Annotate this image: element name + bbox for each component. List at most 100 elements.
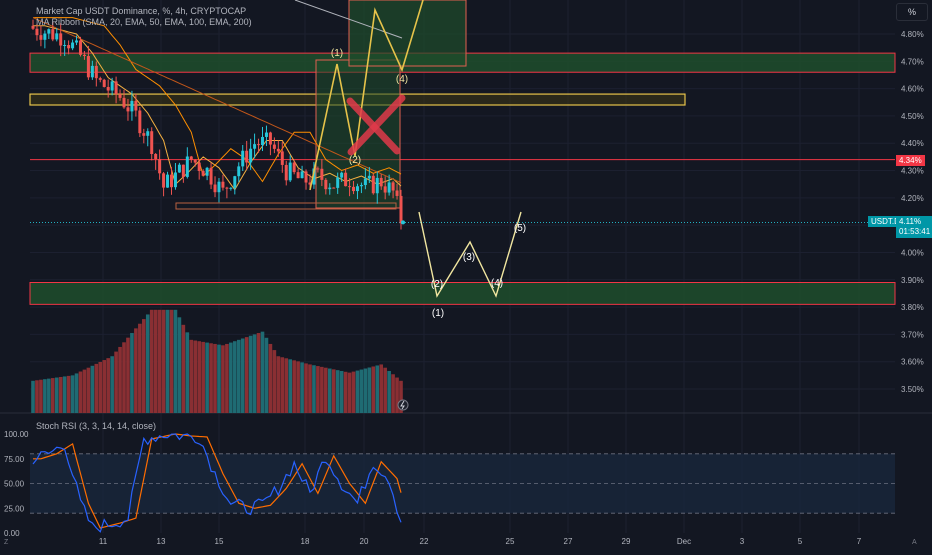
volume-bar-81	[351, 371, 356, 413]
candle-body-52	[237, 166, 241, 177]
volume-bar-42	[197, 341, 201, 413]
candle-body-11	[75, 40, 79, 43]
volume-bar-70	[308, 364, 312, 413]
candle-body-80	[348, 186, 352, 188]
volume-bar-50	[229, 342, 233, 413]
volume-bar-69	[304, 363, 308, 413]
candle-body-74	[324, 179, 328, 190]
stoch-rsi-label[interactable]: Stoch RSI (3, 3, 14, 14, close)	[36, 421, 157, 431]
candle-body-19	[106, 86, 110, 91]
volume-bar-49	[225, 343, 229, 413]
volume-bar-78	[339, 370, 344, 413]
time-tick-label: 25	[506, 537, 515, 546]
volume-bar-79	[343, 371, 348, 413]
volume-bar-56	[252, 334, 257, 413]
time-tick-label: 20	[360, 537, 369, 546]
candle-body-32	[158, 159, 162, 174]
time-tick-label: 29	[622, 537, 631, 546]
volume-bar-34	[165, 309, 170, 413]
volume-bar-6	[54, 377, 59, 413]
candle-body-22	[118, 94, 122, 98]
volume-bar-57	[256, 333, 261, 413]
price-tick-label: 4.60%	[901, 85, 924, 94]
volume-bar-33	[161, 309, 166, 413]
candle-body-57	[257, 144, 261, 146]
volume-bar-87	[375, 365, 380, 413]
price-tick-label: 3.70%	[901, 330, 924, 339]
candle-body-82	[355, 186, 359, 192]
stoch-tick-label: 25.00	[4, 504, 25, 513]
price-tick-label: 3.80%	[901, 303, 924, 312]
candle-body-37	[177, 164, 181, 173]
stoch-tick-label: 0.00	[4, 529, 20, 538]
candle-body-69	[304, 171, 308, 183]
volume-bar-26	[134, 328, 138, 413]
stoch-tick-label: 100.00	[4, 430, 29, 439]
consolidation-box	[175, 202, 397, 210]
candle-body-17	[98, 78, 102, 80]
candle-body-66	[292, 162, 296, 173]
volume-bar-11	[74, 373, 79, 413]
volume-bar-46	[213, 343, 217, 413]
volume-bar-29	[145, 314, 150, 413]
price-tick-label: 4.50%	[901, 112, 924, 121]
price-tick-label: 4.80%	[901, 30, 924, 39]
volume-bar-59	[264, 337, 269, 413]
proj-label-5: (5)	[514, 223, 526, 234]
candle-body-92	[395, 190, 399, 196]
current-price-tag: 4.11% 01:53:41	[896, 216, 932, 238]
volume-bar-17	[98, 361, 103, 413]
volume-bar-32	[157, 309, 162, 413]
past-wave-path	[309, 0, 424, 191]
time-tick-label: 5	[798, 537, 803, 546]
volume-bar-27	[138, 323, 142, 413]
candle-body-71	[312, 168, 316, 185]
time-tick-label: 11	[99, 537, 108, 546]
price-tick-label: 3.90%	[901, 276, 924, 285]
volume-bar-85	[367, 367, 372, 413]
stoch-d-line	[33, 433, 402, 529]
volume-bar-84	[363, 368, 368, 413]
projected-wave-path	[418, 211, 522, 298]
candle-body-40	[189, 156, 193, 160]
candle-body-77	[336, 177, 340, 188]
candle-body-24	[126, 107, 130, 112]
candle-body-42	[197, 162, 201, 171]
time-tick-label: 18	[301, 537, 310, 546]
volume-bar-43	[201, 341, 205, 413]
candle-body-50	[229, 187, 233, 189]
volume-bar-40	[189, 339, 194, 413]
volume-bar-58	[260, 331, 265, 413]
candle-body-59	[264, 132, 268, 137]
proj-label-3: (3)	[463, 252, 475, 263]
indicator-label[interactable]: MA Ribbon (SMA, 20, EMA, 50, EMA, 100, E…	[36, 17, 252, 27]
scale-percent-button[interactable]: %	[896, 3, 928, 21]
volume-bar-89	[383, 367, 387, 413]
volume-bar-76	[331, 369, 336, 413]
candle-body-27	[138, 110, 142, 134]
candle-body-28	[142, 133, 146, 136]
ma-ribbon	[32, 0, 403, 191]
candle-body-46	[213, 184, 217, 193]
volume-bar-65	[288, 359, 293, 413]
candle-body-43	[201, 170, 205, 176]
candle-body-84	[363, 178, 367, 186]
candle-body-36	[173, 172, 177, 188]
volume-bar-36	[173, 309, 178, 413]
wave-label-4: (4)	[396, 74, 408, 85]
volume-bars	[31, 309, 409, 413]
volume-bar-91	[391, 374, 395, 413]
candle-body-25	[130, 100, 134, 112]
time-tick-label: 13	[157, 537, 166, 546]
volume-bar-61	[272, 350, 277, 413]
time-tick-label: 15	[215, 537, 224, 546]
volume-bar-53	[240, 338, 245, 413]
volume-bar-3	[43, 379, 47, 413]
candle-body-41	[193, 159, 197, 163]
ma-20-line	[33, 25, 402, 191]
volume-bar-74	[324, 367, 328, 413]
candle-body-78	[340, 172, 344, 178]
volume-bar-38	[181, 324, 186, 413]
volume-bar-12	[78, 371, 83, 413]
